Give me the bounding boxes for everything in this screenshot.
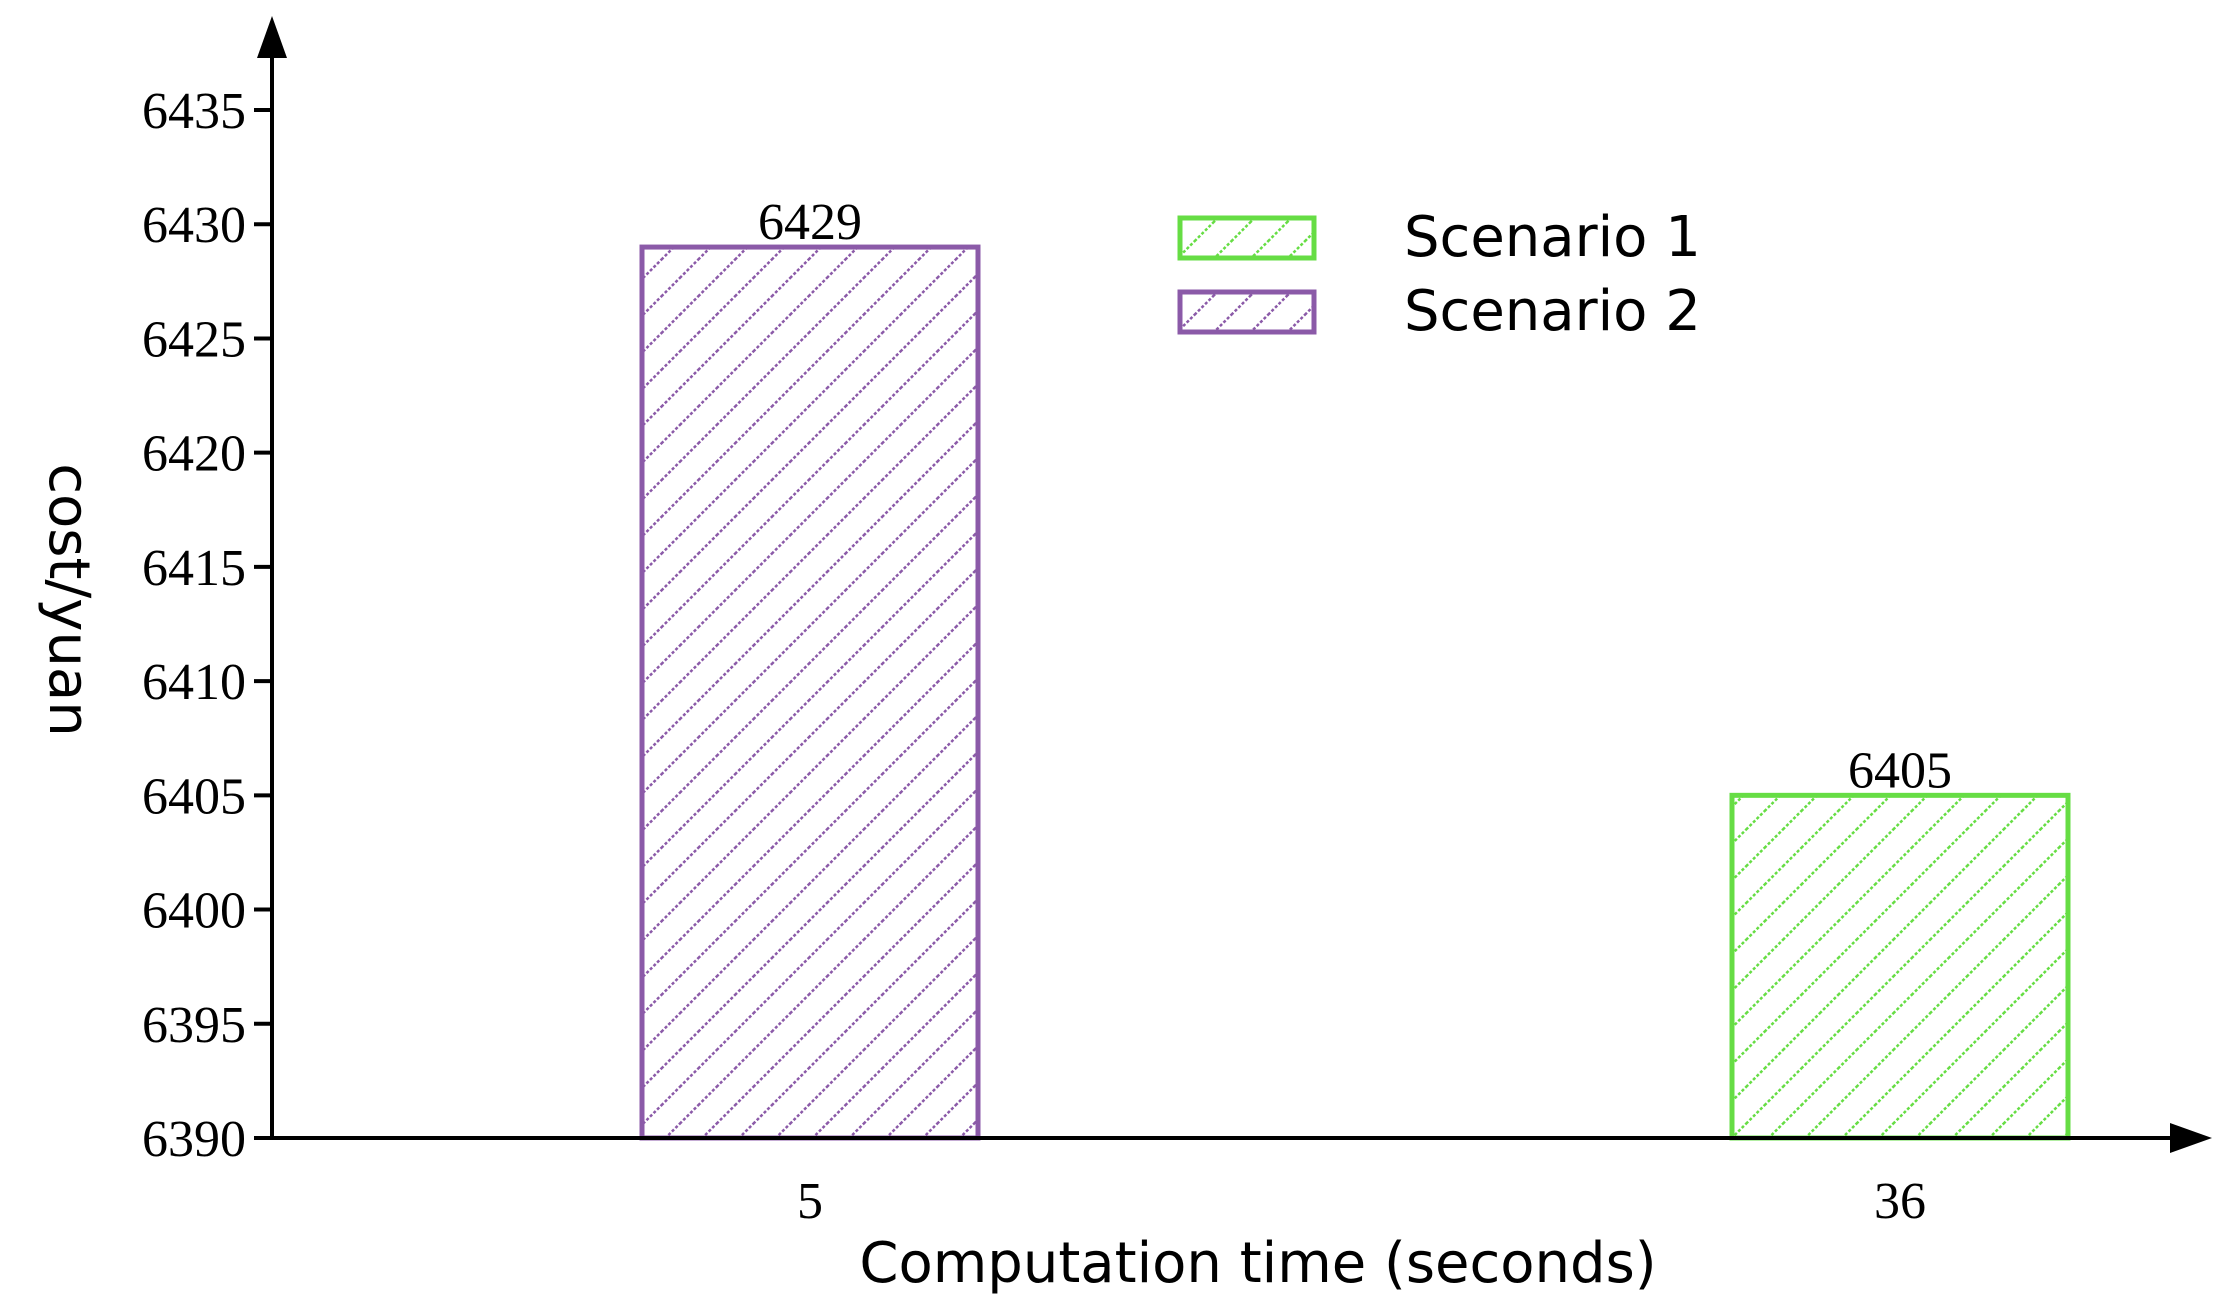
- y-axis-title: cost/yuan: [36, 463, 101, 737]
- data-label-5: 6429: [758, 194, 862, 251]
- legend-label: Scenario 1: [1404, 205, 1701, 270]
- y-tick-label: 6405: [142, 768, 246, 825]
- y-tick-label: 6425: [142, 311, 246, 368]
- y-tick-label: 6415: [142, 540, 246, 597]
- y-tick-label: 6395: [142, 997, 246, 1054]
- bar-5: [639, 244, 981, 1141]
- x-axis-arrow: [2170, 1123, 2212, 1153]
- y-tick-label: 6430: [142, 197, 246, 254]
- y-ticks-layer: 6390 6395 6400 6405 6410 6415 6420 6425 6430 6435: [142, 83, 272, 1168]
- legend-label: Scenario 2: [1404, 279, 1701, 344]
- x-ticks-layer: 5 36: [797, 1173, 1926, 1230]
- x-axis-title: Computation time (seconds): [859, 1231, 1656, 1296]
- data-labels-layer: 6429 6405: [758, 194, 1952, 799]
- y-tick-label: 6400: [142, 883, 246, 940]
- y-tick-label: 6435: [142, 83, 246, 140]
- bars-layer: [639, 244, 2071, 1141]
- legend: Scenario 1 Scenario 2: [1177, 205, 1701, 344]
- legend-swatch: [1177, 289, 1317, 335]
- legend-swatch: [1177, 215, 1317, 261]
- x-tick-label: 36: [1874, 1173, 1926, 1230]
- y-tick-label: 6410: [142, 654, 246, 711]
- y-axis-arrow: [257, 16, 287, 58]
- y-tick-label: 6390: [142, 1111, 246, 1168]
- data-label-36: 6405: [1848, 742, 1952, 799]
- x-tick-label: 5: [797, 1173, 823, 1230]
- y-tick-label: 6420: [142, 426, 246, 483]
- bar-36: [1729, 792, 2071, 1141]
